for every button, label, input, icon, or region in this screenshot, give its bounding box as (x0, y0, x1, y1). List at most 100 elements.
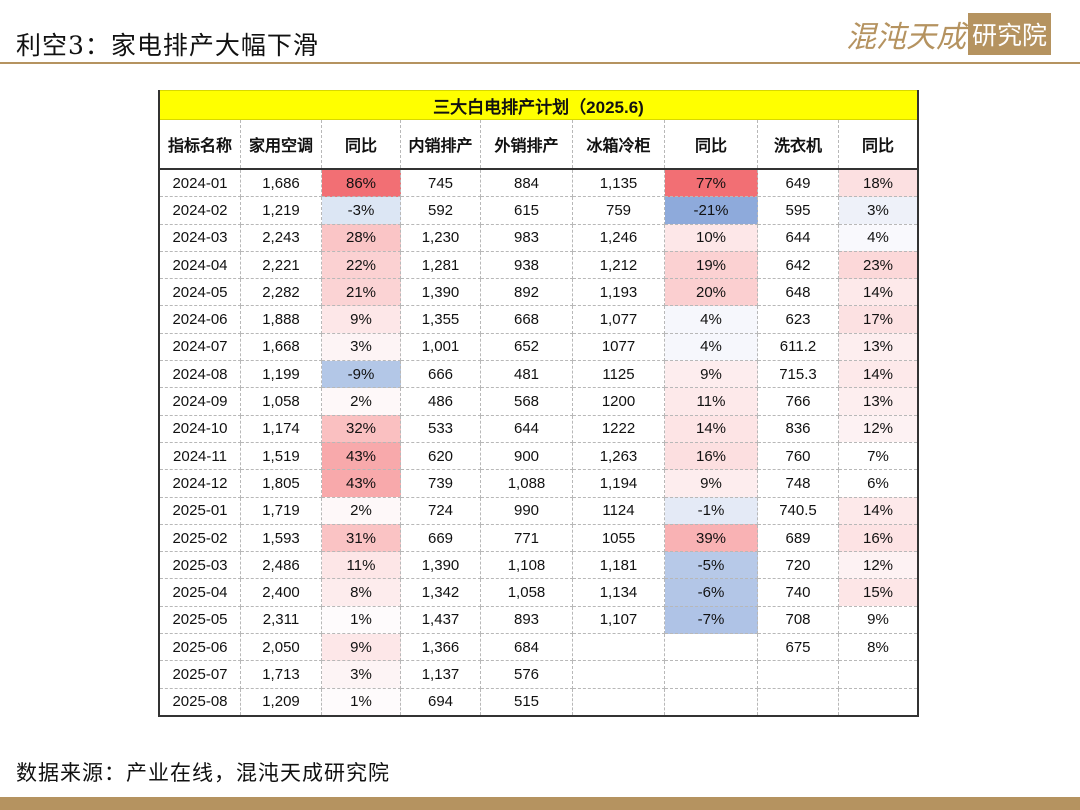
table-cell: 15% (838, 578, 919, 607)
table-cell (757, 660, 839, 689)
row-label: 2024-10 (158, 414, 241, 443)
table-cell: 708 (757, 605, 839, 635)
table-cell: 1,719 (240, 496, 322, 525)
table-cell: 592 (400, 196, 481, 225)
row-label: 2024-03 (158, 223, 241, 252)
table-cell (572, 660, 665, 689)
table-cell: 9% (664, 360, 758, 389)
table-cell: 1,230 (400, 223, 481, 252)
logo-text: 混沌天成 (846, 20, 966, 55)
table-cell: 1,342 (400, 578, 481, 607)
production-table: 三大白电排产计划（2025.6) 指标名称 家用空调 同比 内销排产 外销排产 冰箱冷柜同… (158, 90, 919, 717)
row-label: 2025-02 (158, 523, 241, 553)
table-cell: 1,194 (572, 469, 665, 498)
table-row: 2024-02 1,219 -3% 592 615 759 -21% 595 3% (158, 196, 919, 225)
column-header: 同比 (321, 119, 401, 170)
table-cell: 1,137 (400, 660, 481, 689)
table-cell: 766 (757, 387, 839, 416)
table-cell: 2,221 (240, 250, 322, 280)
table-cell: 18% (838, 168, 919, 198)
data-source: 数据来源：产业在线，混沌天成研究院 (16, 761, 390, 785)
table-cell (664, 633, 758, 662)
table-cell: 689 (757, 523, 839, 553)
row-label: 2025-07 (158, 660, 241, 689)
table-cell (572, 687, 665, 717)
table-cell: 620 (400, 441, 481, 471)
table-cell: 10% (664, 223, 758, 252)
table-cell: 1,193 (572, 278, 665, 307)
table-cell: 759 (572, 196, 665, 225)
row-label: 2024-01 (158, 168, 241, 198)
table-cell: 77% (664, 168, 758, 198)
column-header: 内销排产 (400, 119, 481, 170)
table-cell: 648 (757, 278, 839, 307)
table-cell: 43% (321, 469, 401, 498)
table-cell: -5% (664, 551, 758, 580)
table-cell: 745 (400, 168, 481, 198)
table-row: 2024-05 2,282 21% 1,390 892 1,193 20% 648 14% (158, 278, 919, 307)
table-cell: 14% (838, 278, 919, 307)
row-label: 2024-05 (158, 278, 241, 307)
table-cell: 1% (321, 687, 401, 717)
table-cell: 1,199 (240, 360, 322, 389)
table-cell: 642 (757, 250, 839, 280)
table-row: 2025-08 1,209 1% 694 515 (158, 687, 919, 717)
table-cell: 16% (838, 523, 919, 553)
table-cell (664, 687, 758, 717)
row-label: 2024-11 (158, 441, 241, 471)
table-cell: 8% (321, 578, 401, 607)
row-label: 2024-09 (158, 387, 241, 416)
table-cell: 771 (480, 523, 573, 553)
table-cell (757, 687, 839, 717)
table-cell: 2,243 (240, 223, 322, 252)
table-cell: 760 (757, 441, 839, 471)
table-cell: 715.3 (757, 360, 839, 389)
table-cell: 14% (838, 496, 919, 525)
table-cell: 1,108 (480, 551, 573, 580)
table-row: 2024-06 1,888 9% 1,355 668 1,077 4% 623 17% (158, 305, 919, 334)
table-cell: 11% (664, 387, 758, 416)
table-cell: -6% (664, 578, 758, 607)
table-cell: 1,263 (572, 441, 665, 471)
table-cell: 2% (321, 496, 401, 525)
table-cell: 3% (321, 660, 401, 689)
row-label: 2025-08 (158, 687, 241, 717)
table-cell (838, 660, 919, 689)
table-cell: 3% (321, 332, 401, 362)
table-cell: -3% (321, 196, 401, 225)
table-cell: 2,311 (240, 605, 322, 635)
table-cell: 22% (321, 250, 401, 280)
table-cell: 1,713 (240, 660, 322, 689)
row-label: 2024-07 (158, 332, 241, 362)
table-cell: 1200 (572, 387, 665, 416)
column-header: 冰箱冷柜 (572, 119, 665, 170)
table-cell: 720 (757, 551, 839, 580)
table-cell: 1,668 (240, 332, 322, 362)
table-cell: 533 (400, 414, 481, 443)
table-cell: 13% (838, 387, 919, 416)
table-cell: 900 (480, 441, 573, 471)
table-cell: 19% (664, 250, 758, 280)
table-cell: 1,437 (400, 605, 481, 635)
table-cell: 990 (480, 496, 573, 525)
table-cell: -9% (321, 360, 401, 389)
table-cell: 32% (321, 414, 401, 443)
table-cell: 983 (480, 223, 573, 252)
table-row: 2025-04 2,400 8% 1,342 1,058 1,134 -6% 740 15% (158, 578, 919, 607)
table-row: 2025-06 2,050 9% 1,366 684 675 8% (158, 633, 919, 662)
row-label: 2024-08 (158, 360, 241, 389)
table-cell: 666 (400, 360, 481, 389)
table-cell: 43% (321, 441, 401, 471)
table-cell: 739 (400, 469, 481, 498)
table-cell: 623 (757, 305, 839, 334)
brand-logo: 混沌天成 研究院 (846, 12, 1058, 56)
row-label: 2025-05 (158, 605, 241, 635)
table-cell: 724 (400, 496, 481, 525)
column-header: 指标名称 (158, 119, 241, 170)
table-cell: 2,050 (240, 633, 322, 662)
table-row: 2024-01 1,686 86% 745 884 1,135 77% 649 18% (158, 168, 919, 198)
row-label: 2025-03 (158, 551, 241, 580)
table-cell: 568 (480, 387, 573, 416)
table-row: 2025-07 1,713 3% 1,137 576 (158, 660, 919, 689)
table-cell: 4% (664, 305, 758, 334)
